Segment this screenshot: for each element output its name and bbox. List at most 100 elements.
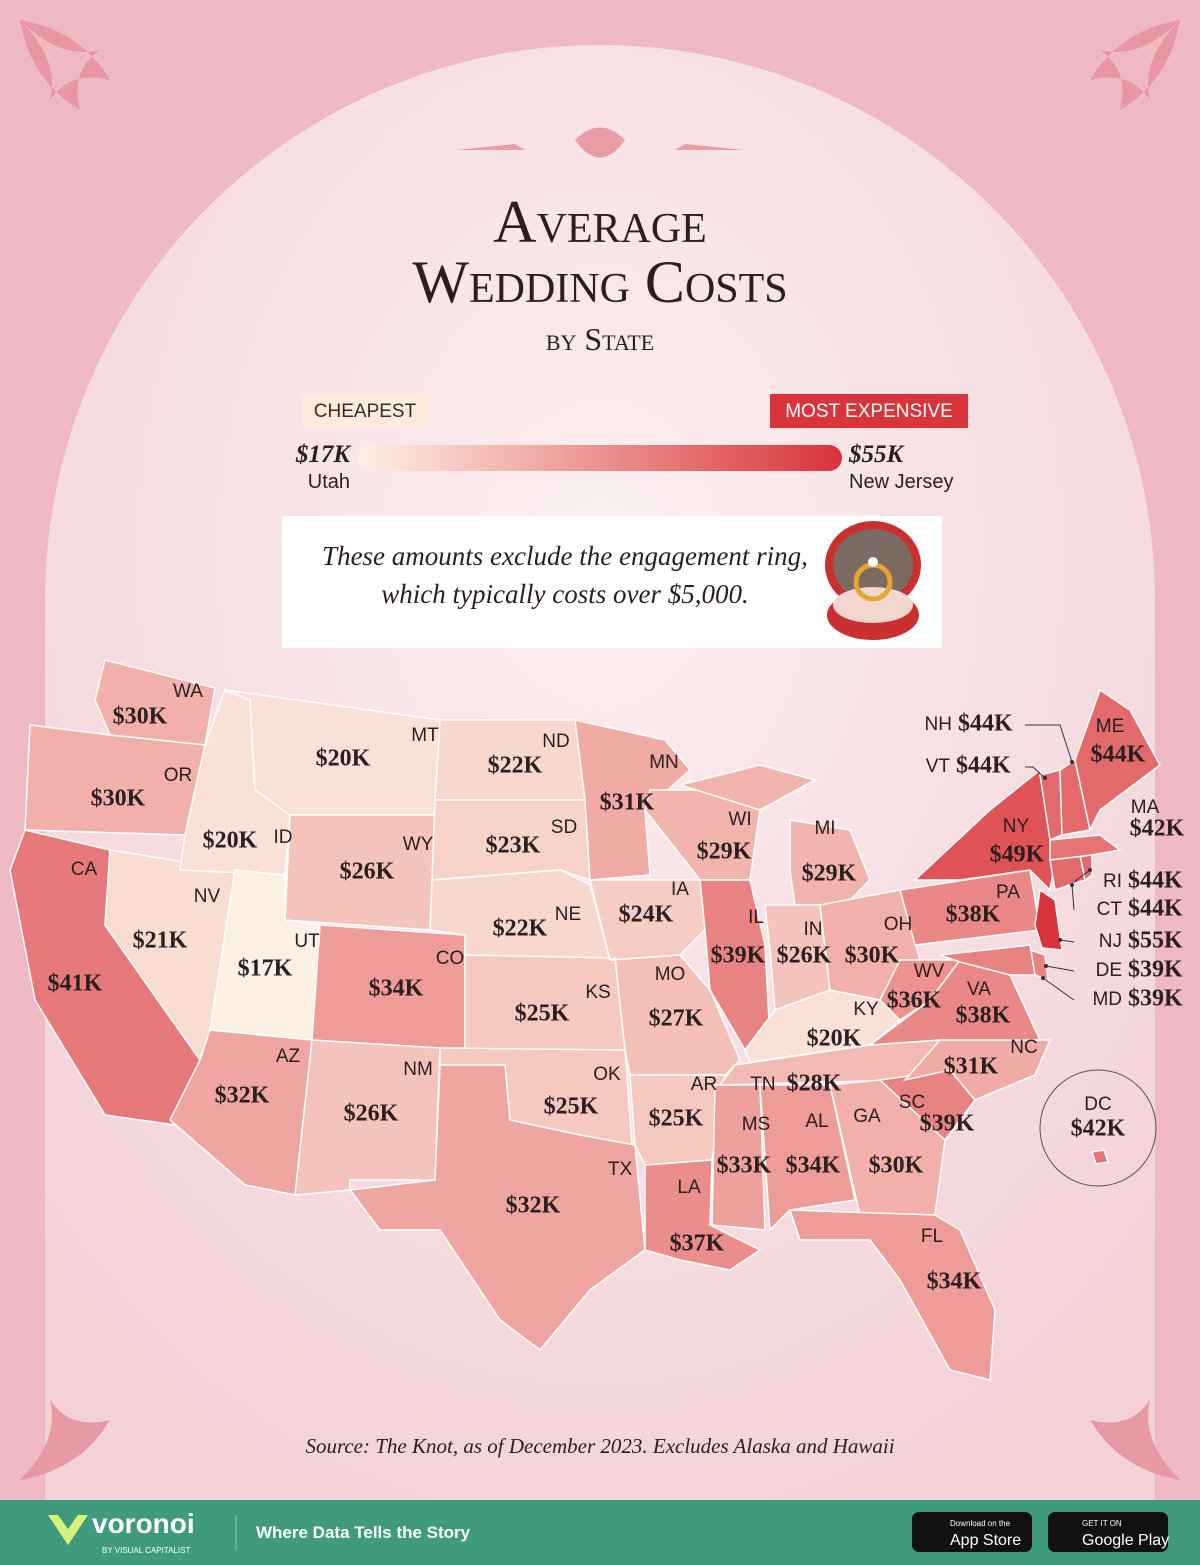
state-abbr: GA	[853, 1106, 881, 1127]
state-abbr: AL	[805, 1111, 828, 1132]
google-play-badge[interactable]	[1048, 1512, 1168, 1552]
brand: voronoi	[92, 1508, 195, 1539]
state-abbr: SC	[899, 1092, 925, 1113]
state-abbr: ID	[274, 827, 293, 848]
state-value: $37K	[670, 1231, 725, 1257]
state-value: $29K	[802, 861, 857, 887]
logo-icon	[48, 1515, 88, 1545]
state-abbr: DC	[1084, 1094, 1111, 1115]
low-state: Utah	[308, 471, 350, 493]
state-value: $31K	[944, 1054, 999, 1080]
badge-large: Google Play	[1082, 1532, 1169, 1549]
state-value: $44K	[1128, 896, 1183, 922]
state-abbr: LA	[677, 1177, 701, 1198]
state-abbr: VT	[926, 756, 951, 777]
state-abbr: WY	[403, 834, 434, 855]
state-abbr: NJ	[1099, 931, 1122, 952]
state-abbr: IA	[671, 879, 689, 900]
state	[1049, 834, 1122, 861]
state-abbr: PA	[996, 882, 1020, 903]
state-value: $20K	[316, 746, 371, 772]
state-abbr: NH	[925, 714, 952, 735]
state-abbr: DE	[1096, 960, 1122, 981]
state-abbr: NV	[194, 886, 221, 907]
leader-dot	[1044, 964, 1048, 968]
low-tag-box	[302, 394, 428, 428]
state-abbr: ME	[1096, 716, 1125, 737]
state-value: $24K	[619, 902, 674, 928]
state-abbr: SD	[551, 817, 577, 838]
high-value: $55K	[848, 441, 906, 468]
leader-line	[1045, 965, 1075, 972]
state-value: $29K	[697, 839, 752, 865]
leader-line	[1025, 766, 1046, 779]
leader-dot	[1070, 883, 1074, 887]
app-store-badge[interactable]	[912, 1512, 1032, 1552]
state	[788, 1209, 996, 1381]
state-abbr: KY	[853, 999, 879, 1020]
high-tag-box	[770, 394, 968, 428]
state	[589, 879, 706, 961]
state-abbr: MO	[655, 964, 686, 985]
leader-dot	[1043, 776, 1047, 780]
state-value: $31K	[600, 790, 655, 816]
tagline: Where Data Tells the Story	[256, 1523, 471, 1542]
state-value: $26K	[340, 859, 395, 885]
state-value: $41K	[48, 971, 103, 997]
state-abbr: MA	[1131, 797, 1160, 818]
state	[677, 764, 817, 811]
state-value: $20K	[807, 1026, 862, 1052]
state-value: $30K	[869, 1153, 924, 1179]
map: WA$30KOR$30KCA$41KNV$21KID$20KMT$20KWY$2…	[9, 659, 1185, 1381]
ring-box-icon	[825, 521, 921, 640]
leader-line	[1073, 869, 1091, 883]
low-tag: CHEAPEST	[314, 401, 417, 422]
state-value: $44K	[956, 753, 1011, 779]
state-abbr: CO	[436, 948, 465, 969]
state-value: $42K	[1071, 1116, 1126, 1142]
state	[431, 799, 591, 882]
leader-line	[1071, 884, 1075, 911]
state-value: $49K	[990, 842, 1045, 868]
state-value: $22K	[488, 753, 543, 779]
state	[1034, 888, 1063, 951]
state-abbr: WA	[173, 681, 203, 702]
state	[879, 959, 962, 1021]
high-tag: MOST EXPENSIVE	[785, 401, 953, 422]
state-value: $25K	[649, 1106, 704, 1132]
state-abbr: RI	[1103, 871, 1122, 892]
state-value: $30K	[845, 943, 900, 969]
source: Source: The Knot, as of December 2023. E…	[305, 1434, 894, 1458]
subtitle: by State	[546, 321, 654, 357]
state-value: $25K	[515, 1001, 570, 1027]
state-abbr: UT	[294, 931, 320, 952]
state-abbr: MD	[1092, 989, 1122, 1010]
state	[1091, 1149, 1109, 1165]
state-value: $25K	[544, 1094, 599, 1120]
state-value: $26K	[777, 943, 832, 969]
state-abbr: IN	[804, 919, 823, 940]
state-abbr: MT	[411, 725, 439, 746]
leader-line	[1059, 939, 1075, 943]
state	[939, 944, 1036, 976]
state-abbr: NE	[555, 904, 581, 925]
leader-line	[1042, 977, 1075, 1001]
state-value: $38K	[946, 902, 1001, 928]
state-abbr: TN	[750, 1074, 775, 1095]
state	[759, 1084, 856, 1232]
state-value: $36K	[887, 988, 942, 1014]
inset-circle	[1039, 1069, 1157, 1187]
state-abbr: AZ	[276, 1046, 301, 1067]
state-value: $17K	[238, 956, 293, 982]
state-value: $23K	[486, 833, 541, 859]
state-value: $27K	[649, 1006, 704, 1032]
state-value: $44K	[958, 711, 1013, 737]
state-value: $42K	[1130, 816, 1185, 842]
state-abbr: OK	[593, 1064, 621, 1085]
state-value: $34K	[927, 1269, 982, 1295]
high-state: New Jersey	[849, 471, 953, 493]
state-abbr: WI	[728, 809, 751, 830]
state-value: $34K	[369, 976, 424, 1002]
state-value: $32K	[506, 1193, 561, 1219]
